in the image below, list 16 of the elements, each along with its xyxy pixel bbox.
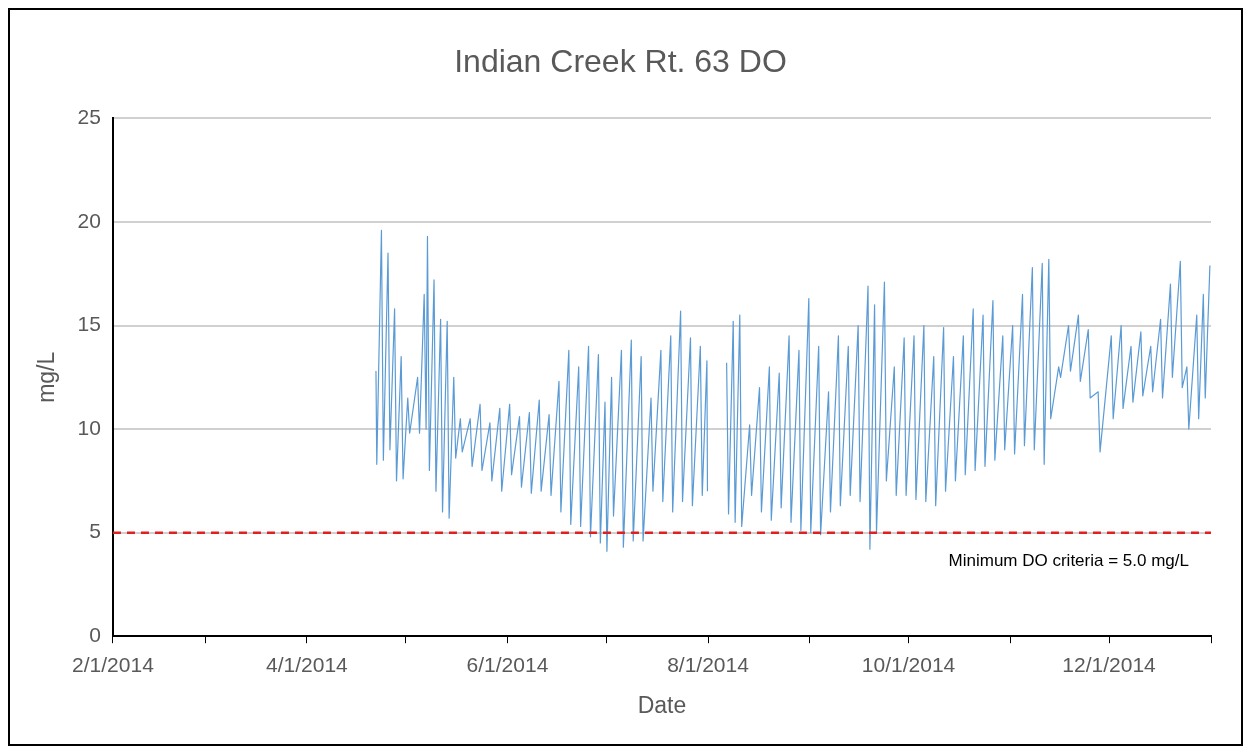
y-tick-label: 20 bbox=[77, 208, 101, 232]
chart-title: Indian Creek Rt. 63 DO bbox=[454, 43, 787, 80]
y-tick-label: 5 bbox=[89, 519, 101, 543]
y-tick-label: 10 bbox=[77, 415, 101, 439]
y-tick-label: 25 bbox=[77, 105, 101, 129]
x-tick-label: 8/1/2014 bbox=[667, 652, 750, 676]
x-tick-label: 12/1/2014 bbox=[1062, 652, 1157, 676]
y-tick-label: 15 bbox=[77, 312, 101, 336]
x-tick-label: 4/1/2014 bbox=[266, 652, 349, 676]
y-tick-label: 0 bbox=[89, 623, 101, 646]
y-axis-title: mg/L bbox=[33, 351, 60, 403]
x-tick-label: 6/1/2014 bbox=[466, 652, 549, 676]
x-tick-label: 2/1/2014 bbox=[72, 652, 155, 676]
x-axis-title: Date bbox=[637, 691, 687, 718]
x-tick-label: 10/1/2014 bbox=[861, 652, 956, 676]
ref-line-label: Minimum DO criteria = 5.0 mg/L bbox=[948, 550, 1189, 570]
